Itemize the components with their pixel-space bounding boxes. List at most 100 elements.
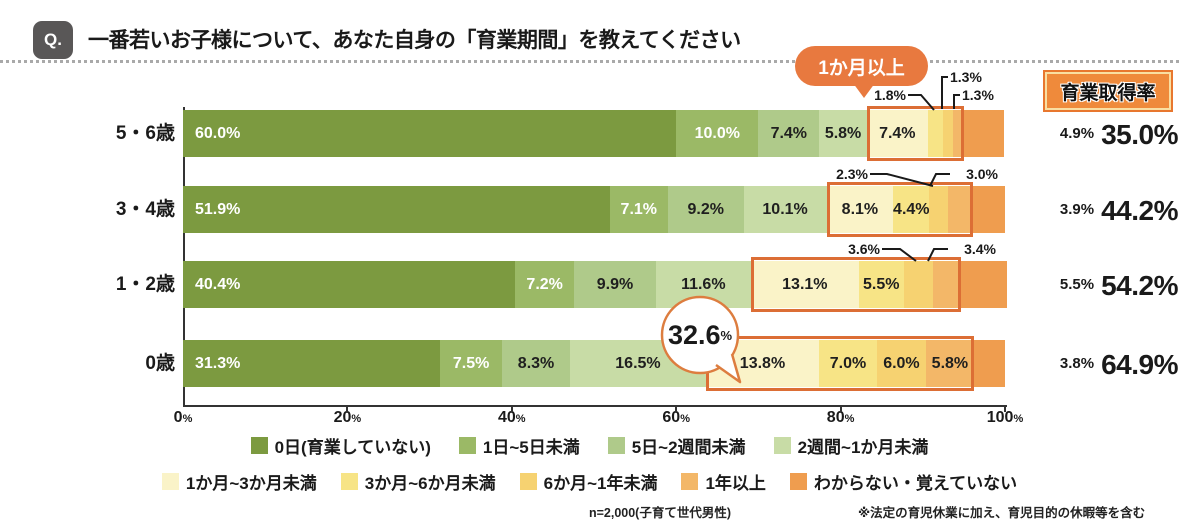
- x-tick-percent-sign: %: [515, 413, 526, 425]
- legend-row-2: 1か月~3か月未満 3か月~6か月未満 6か月~1年未満 1年以上 わからない・覚えてい…: [0, 469, 1179, 494]
- segment-value-label: 9.2%: [687, 200, 724, 218]
- legend-item: わからない・覚えていない: [789, 469, 1018, 494]
- bar-segment-3: 5.8%: [819, 110, 867, 157]
- highlight-box: [826, 182, 973, 237]
- legend-swatch-icon: [458, 437, 476, 454]
- segment-value-label: 5.8%: [824, 124, 862, 142]
- question-badge-label: Q.: [44, 30, 62, 49]
- segment-value-label: 8.3%: [517, 354, 555, 372]
- legend-item: 3か月~6か月未満: [340, 469, 496, 494]
- callout-value-label: 1.8%: [874, 87, 906, 103]
- x-tick-label: 60%: [646, 409, 706, 427]
- callout-value-label: 3.6%: [848, 241, 880, 257]
- category-label: 3・4歳: [115, 199, 175, 220]
- segment-value-label: 7.5%: [452, 354, 490, 372]
- callout-value-label: 3.0%: [966, 166, 998, 182]
- x-tick-label: 100%: [975, 409, 1035, 427]
- bar-segment-0: 60.0%: [183, 110, 677, 157]
- legend-item: 0日(育業していない): [250, 433, 431, 458]
- segment-value-label: 10.1%: [762, 200, 808, 218]
- segment-value-label: 7.2%: [526, 275, 563, 293]
- highlight-box: [751, 257, 962, 312]
- bar-segment-3: 10.1%: [743, 186, 827, 233]
- legend-swatch-icon: [250, 437, 268, 454]
- legend-swatch-icon: [681, 473, 699, 490]
- legend-item: 6か月~1年未満: [519, 469, 657, 494]
- sample-size-note: n=2,000(子育て世代男性): [588, 506, 732, 520]
- bar-segment-2: 9.9%: [574, 261, 656, 308]
- segment-value-label: 6.0%: [883, 354, 920, 372]
- bar-segment-8: [972, 186, 1005, 233]
- x-tick-mark: [346, 407, 349, 412]
- legend-label: 1日~5日未満: [482, 438, 580, 457]
- segment-value-label: 7.4%: [879, 124, 916, 142]
- x-tick-label: 80%: [811, 409, 871, 427]
- bar-row: 31.3% 7.5% 8.3% 16.5% 13.8% 7.0% 6.0% 5.8%: [183, 340, 1005, 387]
- highlight-box: [705, 336, 974, 391]
- bar-segment-1: 10.0%: [676, 110, 759, 157]
- callout-value-label: 1.3%: [950, 69, 982, 85]
- x-tick-percent-sign: %: [351, 413, 362, 425]
- x-tick-number: 20: [333, 409, 352, 426]
- segment-value-label: 13.8%: [739, 354, 786, 372]
- segment-value-label: 7.0%: [829, 354, 867, 372]
- bar-segment-7: [933, 261, 962, 308]
- segment-value-label: 40.4%: [195, 275, 241, 293]
- x-tick-percent-sign: %: [844, 413, 855, 425]
- bar-segment-0: 40.4%: [183, 261, 516, 308]
- segment-value-label: 8.1%: [841, 200, 879, 218]
- x-tick-percent-sign: %: [182, 413, 193, 425]
- category-label: 0歳: [145, 353, 175, 374]
- x-tick-label: 40%: [482, 409, 542, 427]
- bar-row: 60.0% 10.0% 7.4% 5.8% 7.4%: [183, 110, 1005, 157]
- bar-segment-7: 5.8%: [926, 340, 974, 387]
- over-one-month-callout-label: 1か月以上: [818, 57, 905, 79]
- bar-segment-8: [961, 261, 1007, 308]
- legend-label: 0日(育業していない): [274, 438, 431, 457]
- legend-row-1: 0日(育業していない) 1日~5日未満 5日~2週間未満 2週間~1か月未満: [0, 433, 1179, 458]
- segment-value-label: 60.0%: [195, 124, 241, 142]
- x-tick-mark: [675, 407, 678, 412]
- legend-label: 3か月~6か月未満: [364, 474, 496, 493]
- legend-swatch-icon: [161, 473, 179, 490]
- bar-segment-2: 8.3%: [501, 340, 571, 387]
- acquisition-rate-value: 35.0%: [1101, 119, 1178, 150]
- legend-item: 1日~5日未満: [458, 433, 580, 458]
- bar-segment-6: [903, 261, 934, 308]
- bar-segment-2: 7.4%: [758, 110, 820, 157]
- segment-value-label: 31.3%: [195, 354, 241, 372]
- category-label: 5・6歳: [115, 123, 175, 144]
- bar-segment-7: [948, 186, 973, 233]
- legend-label: 1か月~3か月未満: [185, 474, 317, 493]
- bar-segment-6: 6.0%: [876, 340, 927, 387]
- bar-segment-4: 8.1%: [826, 186, 894, 233]
- x-axis-line: [183, 405, 1007, 407]
- legend-item: 1年以上: [681, 469, 766, 494]
- legend-label: わからない・覚えていない: [813, 474, 1018, 493]
- x-tick-mark: [510, 407, 513, 412]
- legend-swatch-icon: [607, 437, 625, 454]
- acquisition-rate-header: 育業取得率: [1045, 72, 1171, 110]
- callout-value-label: 2.3%: [836, 166, 868, 182]
- legend-swatch-icon: [773, 437, 791, 454]
- segment-value-label: 16.5%: [615, 354, 661, 372]
- segment-value-label: 10.0%: [694, 124, 740, 142]
- x-tick-percent-sign: %: [1013, 413, 1024, 425]
- legend-swatch-icon: [789, 473, 807, 490]
- callout-value-label: 1.3%: [962, 87, 994, 103]
- bar-segment-2: 9.2%: [667, 186, 744, 233]
- legend-label: 1年以上: [705, 474, 766, 493]
- asterisk-note: ※法定の育児休業に加え、育児目的の休暇等を含む: [858, 506, 1146, 520]
- category-label: 1・2歳: [115, 274, 175, 295]
- bar-segment-1: 7.5%: [440, 340, 502, 387]
- segment-value-label: 9.9%: [596, 275, 634, 293]
- bar-segment-8: [973, 340, 1005, 387]
- unknown-segment-label: 3.8%: [1059, 355, 1095, 372]
- legend-label: 2週間~1か月未満: [797, 438, 929, 457]
- segment-value-label: 51.9%: [195, 200, 241, 218]
- bar-segment-0: 51.9%: [183, 186, 610, 233]
- legend-item: 1か月~3か月未満: [161, 469, 317, 494]
- bar-segment-6: [942, 110, 954, 157]
- x-tick-number: 40: [498, 409, 516, 426]
